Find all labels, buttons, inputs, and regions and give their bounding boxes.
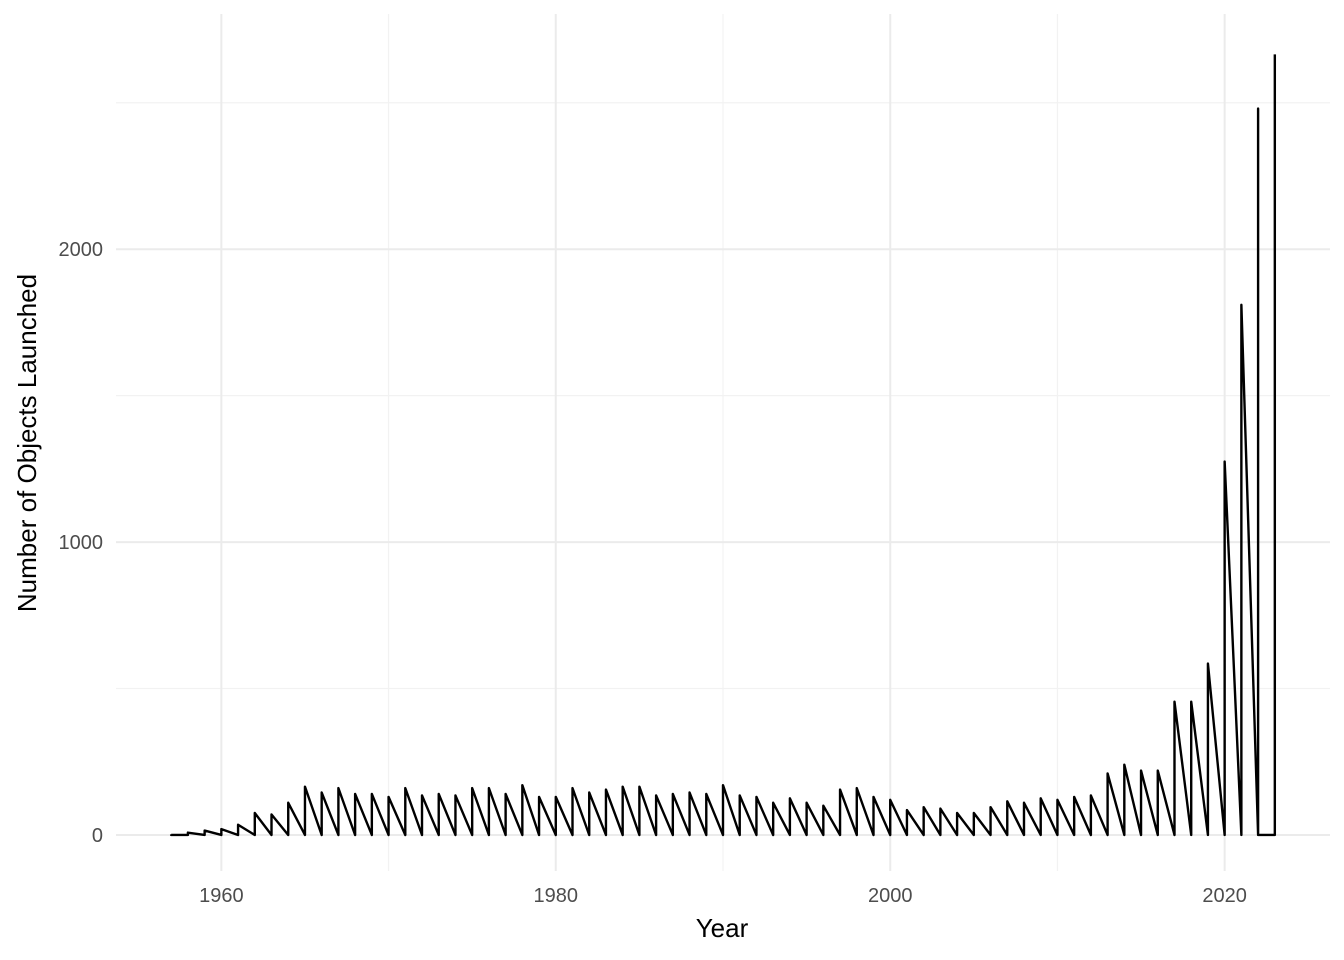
- y-tick-label: 1000: [59, 532, 104, 554]
- y-axis-title: Number of Objects Launched: [12, 274, 42, 612]
- y-tick-label: 2000: [59, 239, 104, 261]
- x-tick-label: 2020: [1202, 885, 1247, 907]
- series: [169, 54, 1277, 837]
- launch-count-line: [169, 54, 1277, 837]
- x-axis-title: Year: [696, 913, 749, 943]
- minor-gridlines: [116, 14, 1330, 871]
- x-axis-ticks: 1960 1980 2000 2020: [199, 885, 1247, 907]
- x-tick-label: 2000: [868, 885, 913, 907]
- x-tick-label: 1980: [534, 885, 579, 907]
- x-tick-label: 1960: [199, 885, 244, 907]
- y-axis-ticks: 0 1000 2000: [59, 239, 104, 847]
- y-tick-label: 0: [92, 825, 103, 847]
